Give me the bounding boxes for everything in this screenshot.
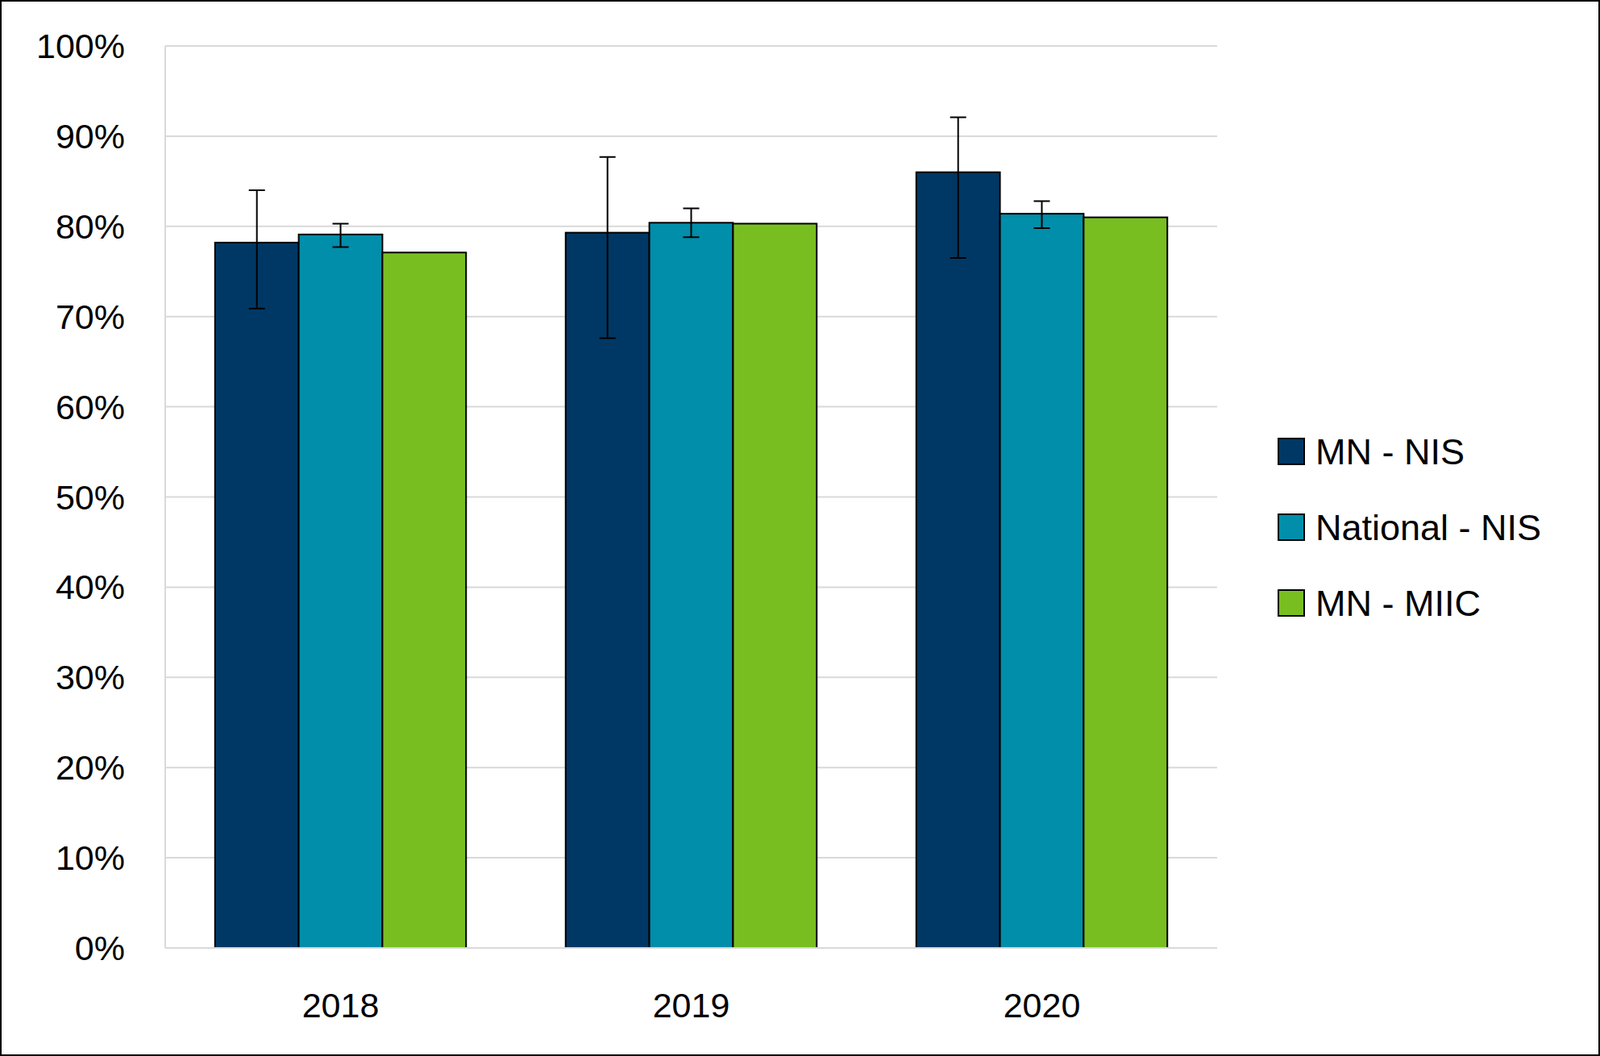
grid-line [165,45,1218,47]
error-bar [950,116,967,258]
y-tick-label: 50% [55,477,125,517]
error-bar [249,190,266,309]
bar [916,172,1001,948]
x-tick-label: 2020 [1003,985,1081,1025]
bar [1083,217,1168,948]
error-bar [1034,200,1051,229]
bar [215,242,300,948]
plot-area [215,116,1168,948]
y-tick-label: 90% [55,116,125,156]
legend: MN - NIS National - NIS MN - MIIC [1278,431,1542,624]
bar [649,222,734,948]
bar [299,234,383,948]
legend-swatch [1278,514,1305,541]
error-bar [599,157,616,339]
y-tick-label: 40% [55,567,125,607]
bar [1000,213,1085,948]
y-tick-label: 60% [55,387,125,427]
bar [382,252,466,948]
y-tick-label: 70% [55,297,125,337]
y-tick-label: 100% [36,26,125,66]
y-tick-label: 10% [55,838,125,877]
chart: 0% 10% 20% 30% 40% 50% 60% 70% 80% 90% 100% 2018 201… [0,0,1600,1056]
y-tick-label: 20% [55,748,125,787]
error-bar [332,223,350,247]
error-bar [683,207,700,237]
x-tick-label: 2018 [302,985,380,1025]
grid-line [165,135,1218,138]
legend-label: National - NIS [1315,507,1542,549]
legend-swatch [1278,438,1305,465]
legend-label: MN - NIS [1315,431,1465,473]
legend-swatch [1278,590,1305,616]
y-axis-line [164,45,167,948]
x-tick-label: 2019 [652,985,731,1025]
grid-line [165,947,1218,949]
x-axis-line [165,947,1218,949]
legend-label: MN - MIIC [1315,582,1481,624]
frame [0,0,1600,1056]
bar [732,223,817,948]
y-tick-label: 80% [55,207,125,246]
y-tick-label: 30% [55,657,125,697]
y-tick-label: 0% [74,928,125,968]
bar [565,232,650,948]
